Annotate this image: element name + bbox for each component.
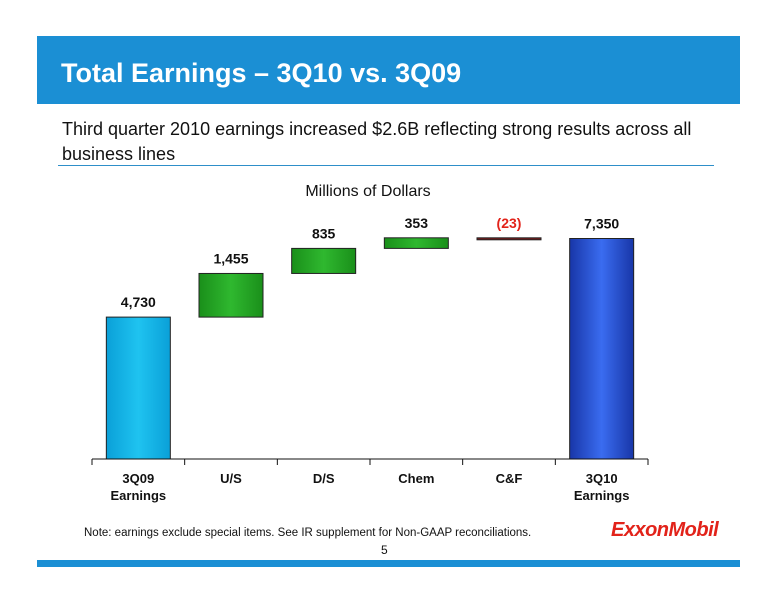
exxonmobil-logo: ExxonMobil: [611, 519, 719, 541]
bar-2: [291, 247, 357, 274]
bottom-bar: [37, 560, 740, 567]
chart-title: Millions of Dollars: [305, 183, 430, 200]
title-bar: Total Earnings – 3Q10 vs. 3Q09: [37, 36, 740, 104]
category-label-0: 3Q09 Earnings: [111, 471, 167, 503]
subtitle-divider: [58, 165, 714, 166]
bar-3: [383, 237, 449, 249]
footnote: Note: earnings exclude special items. Se…: [84, 527, 532, 539]
bar-0: [105, 316, 171, 460]
bar-5: [569, 238, 635, 460]
value-label-0: 4,730: [121, 294, 156, 310]
value-label-5: 7,350: [584, 216, 619, 232]
category-label-1: U/S: [220, 471, 242, 486]
bar-1: [198, 272, 264, 318]
slide-subtitle: Third quarter 2010 earnings increased $2…: [62, 119, 692, 164]
slide-title: Total Earnings – 3Q10 vs. 3Q09: [61, 58, 462, 88]
category-label-2: D/S: [313, 471, 335, 486]
value-label-1: 1,455: [213, 250, 248, 266]
page-number: 5: [381, 543, 388, 557]
category-label-4: C&F: [496, 471, 523, 486]
value-label-2: 835: [312, 225, 336, 241]
category-label-5: 3Q10 Earnings: [574, 471, 630, 503]
category-label-3: Chem: [398, 471, 434, 486]
value-label-3: 353: [405, 215, 429, 231]
value-label-4: (23): [497, 215, 522, 231]
bar-4: [476, 237, 542, 241]
